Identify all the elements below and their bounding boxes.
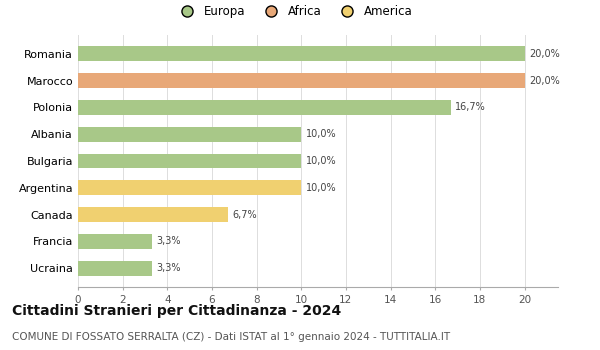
Text: 20,0%: 20,0%: [529, 49, 560, 59]
Bar: [78, 100, 451, 115]
Bar: [78, 127, 301, 141]
Bar: [78, 154, 301, 168]
Text: 3,3%: 3,3%: [156, 263, 181, 273]
Bar: [78, 73, 524, 88]
Text: COMUNE DI FOSSATO SERRALTA (CZ) - Dati ISTAT al 1° gennaio 2024 - TUTTITALIA.IT: COMUNE DI FOSSATO SERRALTA (CZ) - Dati I…: [12, 332, 450, 343]
Text: 6,7%: 6,7%: [232, 210, 257, 219]
Text: 20,0%: 20,0%: [529, 76, 560, 86]
Bar: [78, 234, 152, 249]
Legend: Europa, Africa, America: Europa, Africa, America: [170, 1, 418, 23]
Bar: [78, 261, 152, 275]
Bar: [78, 207, 227, 222]
Text: 16,7%: 16,7%: [455, 103, 486, 112]
Text: Cittadini Stranieri per Cittadinanza - 2024: Cittadini Stranieri per Cittadinanza - 2…: [12, 304, 341, 318]
Text: 3,3%: 3,3%: [156, 236, 181, 246]
Text: 10,0%: 10,0%: [306, 183, 337, 193]
Text: 10,0%: 10,0%: [306, 129, 337, 139]
Bar: [78, 181, 301, 195]
Text: 10,0%: 10,0%: [306, 156, 337, 166]
Bar: [78, 47, 524, 61]
